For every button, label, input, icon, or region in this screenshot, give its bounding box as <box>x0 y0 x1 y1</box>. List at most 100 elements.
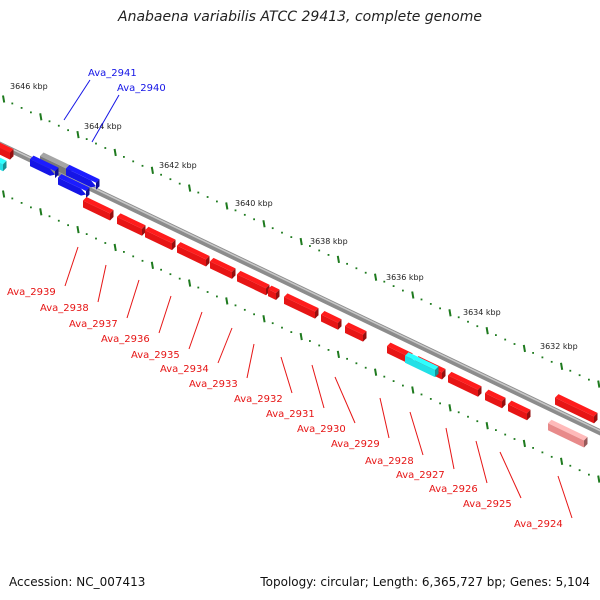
gene-lower-0[interactable] <box>83 197 114 221</box>
lower-minor-tick <box>281 326 283 329</box>
lower-minor-tick <box>346 357 348 360</box>
gene-label-lower[interactable]: Ava_2931 <box>266 409 315 420</box>
lower-minor-tick <box>532 447 534 449</box>
lower-minor-tick <box>95 237 97 240</box>
upper-minor-tick <box>253 218 255 221</box>
lower-minor-tick <box>234 304 237 307</box>
upper-minor-tick <box>327 254 330 256</box>
gene-lower-12[interactable] <box>448 371 482 397</box>
upper-minor-tick <box>95 142 97 145</box>
scale-tick-label: 3634 kbp <box>463 308 501 317</box>
lower-minor-tick <box>504 433 507 436</box>
gene-label-lower[interactable]: Ava_2936 <box>101 334 150 345</box>
upper-major-tick <box>2 95 6 103</box>
leader-line <box>475 440 488 484</box>
gene-label-lower[interactable]: Ava_2932 <box>234 394 283 405</box>
gene-lower-15[interactable] <box>548 419 588 448</box>
genome-backbone <box>0 141 600 436</box>
gene-lower-4[interactable] <box>210 257 236 279</box>
gene-lower-14[interactable] <box>508 400 531 421</box>
upper-minor-tick <box>429 303 432 305</box>
gene-lower-6[interactable] <box>268 285 280 300</box>
gene-label-lower[interactable]: Ava_2929 <box>331 439 380 450</box>
gene-labels: Ava_2941 Ava_2940 Ava_2939 Ava_2938 Ava_2937… <box>7 68 563 530</box>
gene-rna[interactable] <box>405 352 439 378</box>
upper-minor-tick <box>457 316 460 319</box>
lower-minor-tick <box>383 375 386 378</box>
gene-label-lower[interactable]: Ava_2937 <box>69 319 118 330</box>
scale-labels: 3646 kbp 3644 kbp 3642 kbp 3640 kbp 3638 kbp… <box>10 82 578 351</box>
lower-minor-tick <box>318 344 321 347</box>
gene-forward-small[interactable] <box>58 174 90 198</box>
upper-minor-tick <box>57 124 60 127</box>
gene-label-lower[interactable]: Ava_2924 <box>514 519 563 530</box>
gene-label-lower[interactable]: Ava_2927 <box>396 470 445 481</box>
gene-label-lower[interactable]: Ava_2933 <box>189 379 238 390</box>
upper-minor-tick <box>309 245 311 247</box>
lower-minor-tick <box>160 268 162 271</box>
lower-minor-tick <box>457 411 460 414</box>
gene-lower-9[interactable] <box>345 322 367 342</box>
lower-minor-tick <box>216 295 218 298</box>
gene-label-lower[interactable]: Ava_2938 <box>40 303 89 314</box>
upper-tick-row <box>2 95 600 388</box>
lower-minor-tick <box>588 473 590 476</box>
upper-major-tick <box>188 184 192 192</box>
gene-label-lower[interactable]: Ava_2934 <box>160 364 209 375</box>
leader-line <box>379 397 390 439</box>
scale-tick-label: 3640 kbp <box>235 199 273 208</box>
lower-minor-tick <box>178 277 181 280</box>
lower-minor-tick <box>578 469 581 472</box>
upper-minor-tick <box>588 378 590 381</box>
lower-minor-tick <box>429 398 432 400</box>
gene-label-lower[interactable]: Ava_2928 <box>365 456 414 467</box>
gene-lower-3[interactable] <box>177 242 210 267</box>
backbone-highlight <box>0 142 600 432</box>
leader-line <box>126 279 140 319</box>
gene-right-upper[interactable] <box>555 394 598 424</box>
upper-minor-tick <box>402 289 404 292</box>
leader-line <box>246 343 255 379</box>
lower-minor-tick <box>197 286 200 289</box>
upper-major-tick <box>225 202 229 210</box>
lower-minor-tick <box>20 202 23 204</box>
leader-line <box>311 364 325 409</box>
gene-label-lower[interactable]: Ava_2925 <box>463 499 512 510</box>
gene-label-lower[interactable]: Ava_2926 <box>429 484 478 495</box>
gene-label-lower[interactable]: Ava_2935 <box>131 350 180 361</box>
upper-major-tick <box>150 166 154 174</box>
upper-minor-tick <box>550 360 553 363</box>
gene-left-rna[interactable] <box>0 157 7 172</box>
lower-minor-tick <box>541 451 544 454</box>
lower-minor-tick <box>85 233 88 235</box>
leader-line <box>557 475 573 519</box>
gene-lower-8[interactable] <box>321 311 342 330</box>
gene-lower-7[interactable] <box>284 293 319 319</box>
scale-tick-label: 3644 kbp <box>84 122 122 131</box>
lower-minor-tick <box>439 402 441 405</box>
upper-major-tick <box>76 130 80 139</box>
upper-minor-tick <box>290 236 293 238</box>
gene-lower-2[interactable] <box>145 226 176 251</box>
gene-label-upper[interactable]: Ava_2940 <box>117 83 166 94</box>
gene-ava-2941[interactable] <box>30 155 59 179</box>
lower-minor-tick <box>243 308 246 311</box>
upper-minor-tick <box>67 129 69 132</box>
gene-label-lower[interactable]: Ava_2939 <box>7 287 56 298</box>
gene-left-edge[interactable] <box>0 142 14 160</box>
gene-lower-13[interactable] <box>485 389 506 409</box>
lower-major-tick <box>374 368 378 376</box>
upper-major-tick <box>113 148 117 157</box>
upper-minor-tick <box>392 285 395 287</box>
upper-minor-tick <box>271 227 274 230</box>
label-leaders <box>63 79 573 519</box>
gene-ava-2940[interactable] <box>66 164 100 190</box>
gene-lower-1[interactable] <box>117 213 146 236</box>
upper-minor-tick <box>439 307 441 310</box>
gene-label-upper[interactable]: Ava_2941 <box>88 68 137 79</box>
scale-tick-label: 3642 kbp <box>159 161 197 170</box>
upper-major-tick <box>522 344 526 353</box>
upper-minor-tick <box>467 320 469 323</box>
gene-label-lower[interactable]: Ava_2930 <box>297 424 346 435</box>
upper-major-tick <box>262 220 266 228</box>
